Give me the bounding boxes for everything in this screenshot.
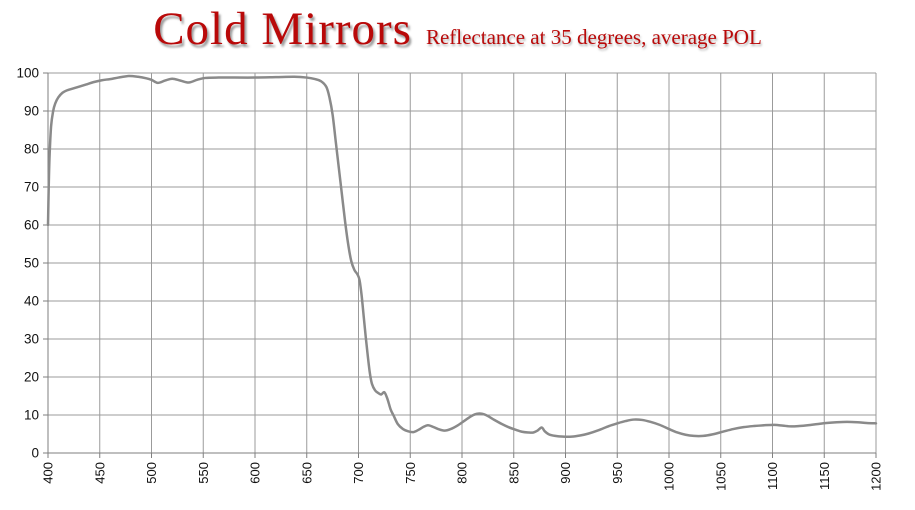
- chart-subtitle: Reflectance at 35 degrees, average POL: [425, 25, 762, 49]
- reflectance-curve: [46, 74, 878, 439]
- chart-header: Cold Mirrors Reflectance at 35 degrees, …: [0, 2, 915, 56]
- x-tick-label: 1100: [765, 462, 780, 490]
- y-tick-label: 20: [24, 370, 39, 385]
- y-tick-label: 60: [24, 218, 39, 233]
- x-tick-label: 800: [455, 462, 470, 484]
- y-tick-label: 100: [16, 66, 39, 81]
- x-tick-label: 600: [248, 462, 263, 484]
- x-tick-label: 950: [610, 462, 625, 484]
- x-tick-label: 1000: [662, 462, 677, 491]
- y-tick-label: 70: [24, 180, 39, 195]
- x-tick-label: 700: [351, 462, 366, 484]
- x-tick-label: 650: [299, 462, 314, 484]
- y-tick-label: 30: [24, 332, 39, 347]
- x-tick-label: 900: [558, 462, 573, 484]
- chart-title: Cold Mirrors: [153, 3, 412, 55]
- x-tick-label: 1150: [817, 462, 832, 490]
- x-tick-label: 550: [196, 462, 211, 484]
- y-tick-label: 90: [24, 104, 39, 119]
- x-tick-label: 450: [92, 462, 107, 484]
- x-tick-label: 850: [506, 462, 521, 484]
- y-tick-label: 50: [24, 256, 39, 271]
- x-tick-label: 750: [403, 462, 418, 484]
- x-tick-label: 400: [41, 462, 56, 484]
- y-tick-label: 10: [24, 408, 39, 423]
- y-tick-label: 40: [24, 294, 39, 309]
- x-tick-label: 500: [144, 462, 159, 484]
- y-tick-label: 80: [24, 142, 39, 157]
- y-tick-label: 0: [31, 446, 39, 461]
- x-tick-label: 1200: [869, 462, 884, 491]
- x-tick-label: 1050: [713, 462, 728, 491]
